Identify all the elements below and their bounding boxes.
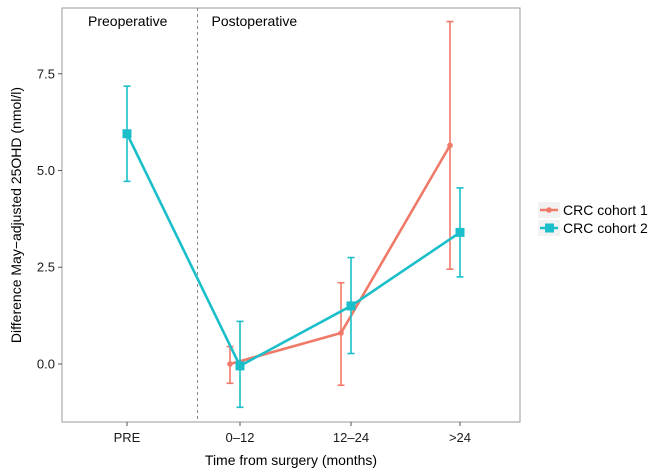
legend: CRC cohort 1 CRC cohort 2 — [538, 202, 648, 236]
data-point — [447, 142, 453, 149]
y-tick-label: 7.5 — [37, 66, 55, 81]
postoperative-label: Postoperative — [212, 13, 298, 29]
legend-label: CRC cohort 1 — [563, 202, 648, 218]
legend-key-marker — [545, 223, 554, 233]
series-2 — [122, 85, 465, 409]
data-point — [455, 227, 465, 237]
y-tick-label: 0.0 — [37, 356, 55, 371]
series-1 — [226, 20, 454, 387]
preoperative-label: Preoperative — [88, 13, 168, 29]
x-axis-title: Time from surgery (months) — [205, 452, 377, 468]
legend-label: CRC cohort 2 — [563, 220, 648, 236]
data-point — [338, 330, 344, 336]
legend-item: CRC cohort 2 — [538, 220, 648, 236]
x-tick-label: 0–12 — [226, 430, 255, 445]
data-point — [346, 301, 356, 311]
legend-key-marker — [546, 207, 552, 213]
x-tick-label: 12–24 — [333, 430, 369, 445]
series-line — [125, 133, 461, 368]
y-axis-title: Difference May−adjusted 25OHD (nmol/l) — [8, 87, 24, 343]
series-layer — [122, 20, 465, 409]
data-point — [227, 361, 233, 367]
legend-item: CRC cohort 1 — [538, 202, 648, 218]
x-tick-label: PRE — [114, 430, 141, 445]
data-point — [235, 361, 245, 371]
axes: 0.0 2.5 5.0 7.5 PRE 0–12 12–24 >24 — [37, 66, 471, 445]
x-tick-label: >24 — [449, 430, 471, 445]
y-tick-label: 2.5 — [37, 260, 55, 275]
plot-panel — [61, 7, 521, 423]
data-point — [122, 129, 132, 139]
y-tick-label: 5.0 — [37, 163, 55, 178]
